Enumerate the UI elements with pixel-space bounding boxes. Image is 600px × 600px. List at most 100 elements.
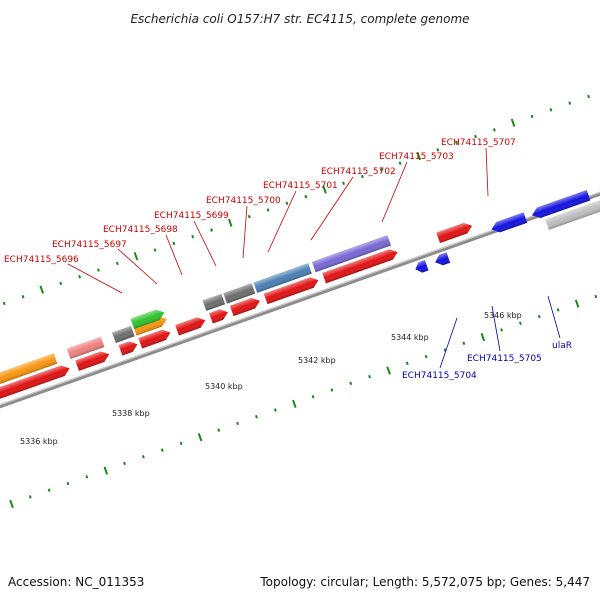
minor-tick xyxy=(115,261,119,266)
gene-shading xyxy=(66,336,105,359)
minor-tick xyxy=(141,455,145,459)
minor-tick xyxy=(123,461,126,466)
minor-tick xyxy=(21,295,25,299)
coordinate-label: 5344 kbp xyxy=(391,333,429,342)
major-tick xyxy=(292,399,297,408)
gene-shading xyxy=(229,298,261,317)
minor-tick xyxy=(474,134,477,139)
major-tick xyxy=(416,151,422,161)
gene-shading xyxy=(531,189,591,219)
gene-shading xyxy=(138,329,171,349)
minor-tick xyxy=(160,448,164,452)
label-leader-line xyxy=(67,263,123,294)
major-tick xyxy=(9,499,14,509)
major-tick xyxy=(39,285,44,294)
gene-label-ech74115-5703: ECH74115_5703 xyxy=(379,152,454,162)
label-leaders xyxy=(67,147,561,369)
minor-tick xyxy=(210,228,214,232)
minor-tick xyxy=(28,495,32,499)
minor-tick xyxy=(424,354,428,359)
minor-tick xyxy=(368,374,372,379)
gene-shading xyxy=(545,199,600,230)
gene-shading xyxy=(223,283,256,304)
minor-tick xyxy=(78,274,82,279)
major-tick xyxy=(197,433,203,442)
gene-shading xyxy=(436,222,473,243)
major-tick xyxy=(322,185,327,194)
label-leader-line xyxy=(485,147,489,197)
gene-shading xyxy=(132,316,167,336)
accession-text: Accession: NC_011353 xyxy=(8,575,144,589)
coordinate-label: 5336 kbp xyxy=(20,437,58,446)
backbone xyxy=(0,177,600,423)
gene-shading xyxy=(263,277,319,305)
major-tick xyxy=(510,118,516,127)
minor-tick xyxy=(405,361,409,366)
major-tick xyxy=(227,218,233,227)
gene-shading xyxy=(0,353,58,401)
minor-tick xyxy=(330,388,334,392)
minor-tick xyxy=(462,341,466,346)
label-leader-line xyxy=(381,161,408,223)
gene-label-ech74115-5705: ECH74115_5705 xyxy=(467,354,542,364)
map-title: Escherichia coli O157:H7 str. EC4115, co… xyxy=(130,12,469,26)
gene-shading xyxy=(118,341,138,356)
major-tick xyxy=(574,299,580,308)
gene-shading xyxy=(202,293,226,311)
label-leader-line xyxy=(491,305,501,352)
gene-features xyxy=(0,189,600,414)
minor-tick xyxy=(2,301,6,306)
minor-tick xyxy=(247,214,251,219)
gene-shading xyxy=(435,252,451,266)
minor-tick xyxy=(255,414,258,419)
minor-tick xyxy=(47,488,51,492)
minor-tick xyxy=(179,441,183,446)
minor-tick xyxy=(518,321,522,326)
major-tick xyxy=(480,332,486,342)
gene-label-ular: ulaR xyxy=(552,341,572,351)
minor-tick xyxy=(273,408,277,412)
label-leader-line xyxy=(547,295,561,339)
gene-shading xyxy=(415,260,429,273)
minor-tick xyxy=(436,148,440,152)
label-leader-line xyxy=(117,248,158,285)
gene-label-ech74115-5702: ECH74115_5702 xyxy=(321,167,396,177)
minor-tick xyxy=(398,161,402,165)
label-leader-line xyxy=(267,190,297,253)
minor-tick xyxy=(85,475,89,479)
label-leader-line xyxy=(193,220,217,267)
minor-tick xyxy=(530,114,534,119)
genome-track xyxy=(0,94,600,509)
label-leader-line xyxy=(310,176,354,241)
backbone-highlight xyxy=(0,177,600,420)
minor-tick xyxy=(349,381,353,386)
gene-shading xyxy=(0,365,70,414)
coordinate-label: 5340 kbp xyxy=(205,382,243,391)
minor-tick xyxy=(594,294,598,299)
gene-label-ech74115-5697: ECH74115_5697 xyxy=(52,240,127,250)
coordinate-label: 5338 kbp xyxy=(112,409,150,418)
gene-shading xyxy=(322,249,398,284)
gene-label-ech74115-5704: ECH74115_5704 xyxy=(402,371,477,381)
gene-shading xyxy=(112,325,135,343)
label-leader-line xyxy=(242,205,248,259)
label-leader-line xyxy=(439,317,458,369)
gene-shading xyxy=(311,235,392,273)
major-tick xyxy=(103,466,109,475)
minor-tick xyxy=(360,174,364,179)
minor-tick xyxy=(556,308,560,312)
major-tick xyxy=(133,252,139,261)
gene-label-ech74115-5699: ECH74115_5699 xyxy=(154,211,229,221)
minor-tick xyxy=(191,234,195,239)
tick-row-bottom xyxy=(9,294,598,509)
tick-row-top xyxy=(2,94,591,306)
minor-tick xyxy=(342,181,345,186)
minor-tick xyxy=(492,128,496,132)
backbone-line xyxy=(0,177,600,423)
coordinate-labels: 5336 kbp 5338 kbp 5340 kbp 5342 kbp 5344… xyxy=(20,311,522,446)
gene-shading xyxy=(253,263,312,293)
genome-summary-text: Topology: circular; Length: 5,572,075 bp… xyxy=(259,575,590,589)
gene-shading xyxy=(491,212,528,233)
gene-label-ech74115-5700: ECH74115_5700 xyxy=(206,196,281,206)
